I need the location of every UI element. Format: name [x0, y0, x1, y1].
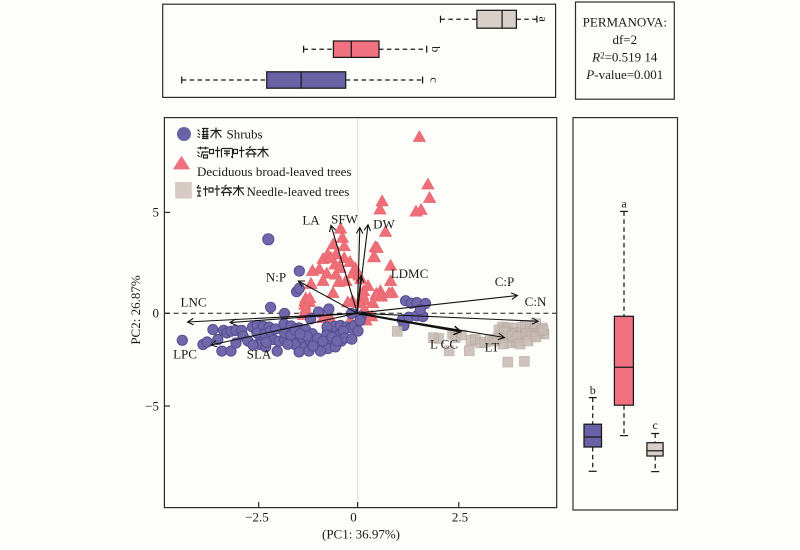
svg-text:2.5: 2.5 — [452, 510, 468, 525]
svg-text:LA: LA — [302, 213, 320, 228]
svg-text:Shrubs: Shrubs — [227, 127, 263, 142]
svg-text:LPC: LPC — [173, 347, 197, 362]
svg-text:P-value=0.001: P-value=0.001 — [585, 67, 663, 82]
svg-text:5: 5 — [153, 205, 160, 220]
svg-text:a: a — [537, 17, 551, 23]
svg-text:R2=0.519 14: R2=0.519 14 — [591, 50, 658, 65]
svg-text:df=2: df=2 — [612, 32, 637, 47]
svg-text:DW: DW — [373, 217, 395, 232]
svg-text:c: c — [428, 77, 442, 82]
svg-text:0: 0 — [153, 306, 160, 321]
svg-text:PC2: 26.87%: PC2: 26.87% — [128, 275, 143, 345]
svg-text:Needle-leaved trees: Needle-leaved trees — [247, 184, 350, 199]
svg-text:SLA: SLA — [247, 347, 272, 362]
svg-text:PERMANOVA:: PERMANOVA: — [583, 15, 667, 30]
svg-text:N:P: N:P — [266, 270, 286, 285]
svg-text:−5: −5 — [145, 398, 159, 413]
svg-text:SFW: SFW — [331, 212, 358, 227]
svg-text:c: c — [653, 418, 658, 432]
svg-text:Deciduous broad-leaved trees: Deciduous broad-leaved trees — [197, 164, 352, 179]
svg-text:L CC: L CC — [430, 337, 458, 352]
svg-text:a: a — [621, 197, 627, 211]
svg-text:(PC1: 36.97%): (PC1: 36.97%) — [322, 527, 400, 542]
svg-text:C:P: C:P — [495, 274, 515, 289]
svg-text:0: 0 — [350, 510, 357, 525]
svg-text:LNC: LNC — [181, 295, 207, 310]
svg-text:LT: LT — [485, 340, 500, 355]
svg-text:LDMC: LDMC — [391, 266, 429, 281]
svg-text:−2.5: −2.5 — [245, 510, 269, 525]
svg-text:b: b — [590, 383, 596, 397]
svg-text:C:N: C:N — [525, 294, 547, 309]
svg-text:b: b — [429, 46, 443, 52]
